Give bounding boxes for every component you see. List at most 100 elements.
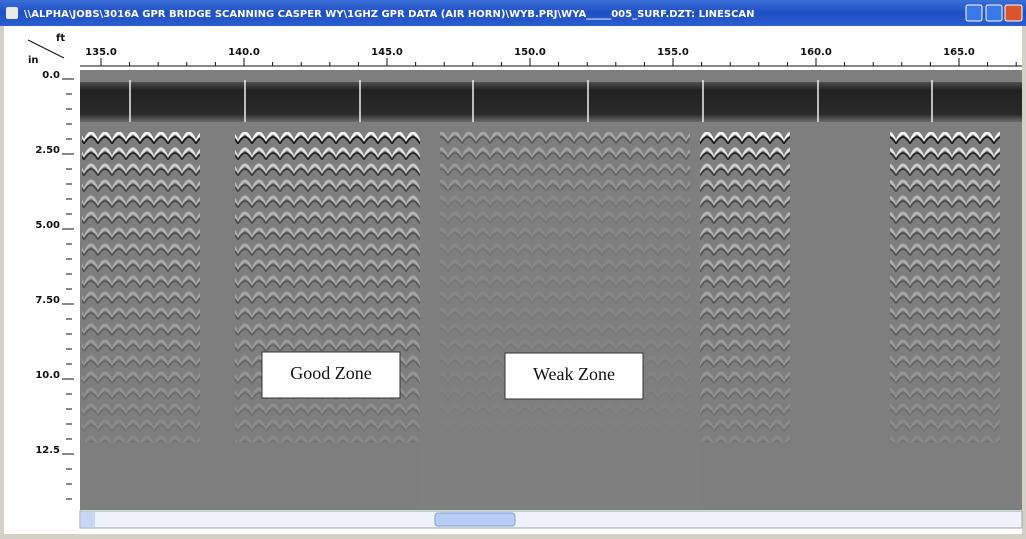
reflection-band [890, 272, 1000, 288]
surface-band [80, 82, 1022, 122]
y-tick-label: 0.0 [42, 70, 60, 81]
reflection-band [235, 334, 420, 350]
y-tick-label: 7.50 [35, 295, 60, 306]
reflection-band [890, 396, 1000, 412]
app-window: \\ALPHA\JOBS\3016A GPR BRIDGE SCANNING C… [0, 0, 1026, 539]
reflection-band [890, 365, 1000, 381]
reflection-band [82, 148, 200, 164]
maximize-button[interactable] [986, 5, 1002, 21]
reflection-band [700, 427, 790, 443]
reflection-band [82, 427, 200, 443]
reflection-band [700, 241, 790, 257]
reflection-band [700, 225, 790, 241]
reflection-band [700, 349, 790, 365]
reflection-band [890, 427, 1000, 443]
reflection-band [890, 210, 1000, 226]
reflection-band [235, 411, 420, 427]
reflection-band [440, 132, 690, 148]
reflection-band [82, 365, 200, 381]
reflection-band [700, 287, 790, 303]
reflection-band [700, 179, 790, 195]
reflection-band [890, 132, 1000, 148]
x-tick-label: 155.0 [657, 47, 689, 58]
reflection-band [890, 349, 1000, 365]
reflection-band [700, 272, 790, 288]
x-tick-label: 140.0 [228, 47, 260, 58]
reflection-band [235, 148, 420, 164]
reflection-band [235, 256, 420, 272]
annotation: Good Zone [290, 363, 371, 383]
reflection-band [890, 411, 1000, 427]
x-tick-label: 135.0 [85, 47, 117, 58]
reflection-band [890, 179, 1000, 195]
reflection-band [890, 148, 1000, 164]
reflection-band [700, 148, 790, 164]
reflection-band [700, 163, 790, 179]
reflection-band [82, 225, 200, 241]
reflection-band [82, 210, 200, 226]
reflection-band [82, 396, 200, 412]
reflection-band [235, 225, 420, 241]
reflection-band [82, 241, 200, 257]
reflection-band [700, 380, 790, 396]
reflection-band [82, 256, 200, 272]
reflection-band [890, 334, 1000, 350]
reflection-band [235, 163, 420, 179]
reflection-band [440, 163, 690, 179]
reflection-band [82, 132, 200, 148]
window-title: \\ALPHA\JOBS\3016A GPR BRIDGE SCANNING C… [24, 9, 755, 20]
reflection-band [700, 411, 790, 427]
reflection-band [235, 303, 420, 319]
reflection-band [235, 210, 420, 226]
weak-haze [420, 190, 700, 510]
reflection-band [235, 194, 420, 210]
minimize-button[interactable] [966, 5, 982, 21]
reflection-band [82, 303, 200, 319]
reflection-band [82, 349, 200, 365]
reflection-band [700, 132, 790, 148]
annotation: Weak Zone [533, 364, 615, 384]
reflection-band [82, 334, 200, 350]
scroll-left-button[interactable] [81, 512, 95, 527]
reflection-band [890, 303, 1000, 319]
horizontal-scrollbar[interactable] [80, 511, 1022, 528]
reflection-band [700, 334, 790, 350]
y-tick-label: 12.5 [35, 445, 60, 456]
x-tick-label: 150.0 [514, 47, 546, 58]
y-tick-label: 2.50 [35, 145, 60, 156]
close-button[interactable] [1005, 5, 1022, 21]
reflection-band [890, 163, 1000, 179]
y-tick-label: 5.00 [35, 220, 60, 231]
reflection-band [235, 241, 420, 257]
scroll-thumb[interactable] [435, 513, 515, 526]
x-unit: ft [56, 33, 65, 44]
reflection-band [890, 380, 1000, 396]
reflection-band [235, 427, 420, 443]
reflection-band [700, 194, 790, 210]
reflection-band [890, 287, 1000, 303]
reflection-band [700, 256, 790, 272]
reflection-band [82, 179, 200, 195]
reflection-band [700, 210, 790, 226]
reflection-band [890, 318, 1000, 334]
reflection-band [890, 241, 1000, 257]
reflection-band [235, 132, 420, 148]
reflection-band [235, 287, 420, 303]
reflection-band [700, 318, 790, 334]
y-unit: in [28, 55, 39, 66]
y-tick-label: 10.0 [35, 370, 60, 381]
reflection-band [890, 194, 1000, 210]
reflection-band [235, 272, 420, 288]
reflection-band [700, 365, 790, 381]
app-icon [6, 7, 18, 19]
reflection-band [82, 272, 200, 288]
reflection-band [82, 411, 200, 427]
reflection-band [82, 318, 200, 334]
reflection-band [82, 163, 200, 179]
reflection-band [82, 194, 200, 210]
reflection-band [890, 225, 1000, 241]
x-tick-label: 165.0 [943, 47, 975, 58]
reflection-band [82, 287, 200, 303]
x-tick-label: 160.0 [800, 47, 832, 58]
reflection-band [440, 148, 690, 164]
